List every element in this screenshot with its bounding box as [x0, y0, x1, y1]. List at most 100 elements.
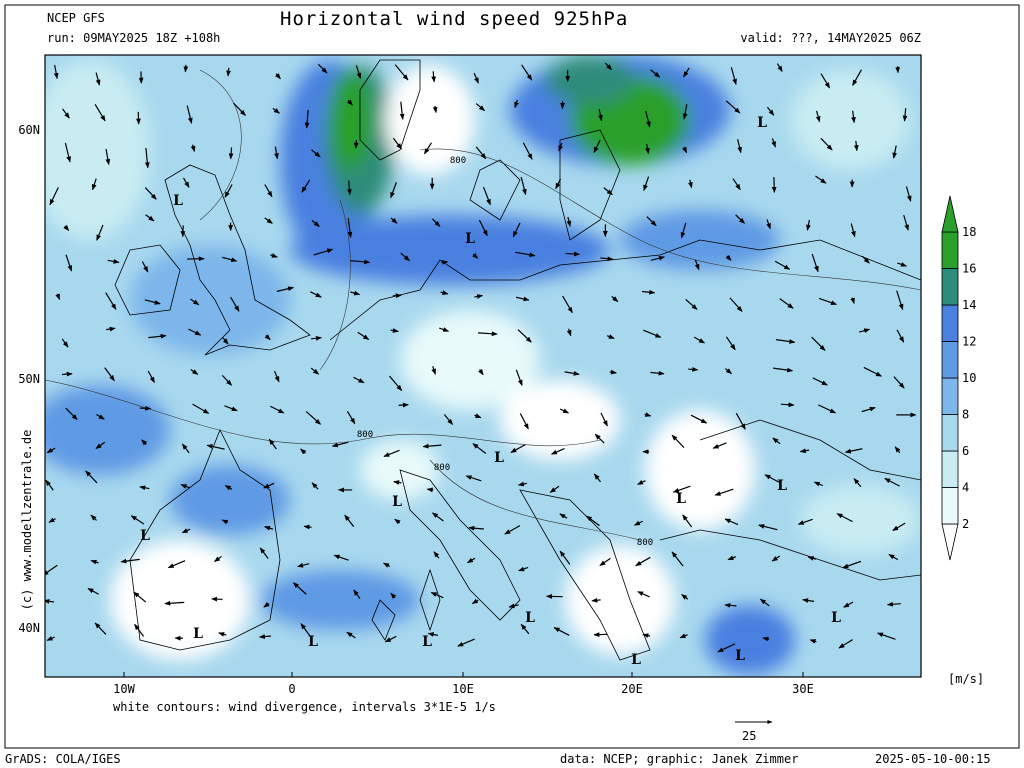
low-label: L [392, 494, 402, 510]
wind-arrow [440, 290, 449, 295]
wind-arrow [206, 444, 225, 450]
wind-arrow [650, 370, 665, 376]
wind-arrow [645, 111, 651, 128]
wind-arrow [224, 405, 238, 412]
contour-label: 800 [637, 538, 653, 548]
color-bar-label: 12 [962, 335, 976, 349]
wind-arrow [430, 591, 444, 599]
wind-arrow [477, 331, 498, 337]
wind-arrow [646, 216, 657, 227]
wind-arrow [467, 557, 476, 564]
wind-arrow [96, 224, 104, 241]
timestamp: 2025-05-10-00:15 [875, 752, 991, 766]
wind-arrow [465, 475, 482, 482]
wind-arrow [432, 105, 438, 114]
wind-arrow [394, 518, 401, 525]
wind-arrow [228, 147, 234, 160]
wind-arrow [105, 292, 117, 310]
wind-arrow [107, 259, 120, 264]
wind-arrow [515, 251, 536, 258]
wind-arrow [888, 553, 899, 561]
geopotential-contours [45, 69, 921, 541]
wind-arrow [264, 184, 273, 198]
wind-arrow [779, 298, 794, 309]
color-bar-label: 6 [962, 444, 969, 458]
wind-arrow [566, 328, 572, 337]
wind-arrow [604, 62, 612, 71]
wind-arrow [550, 448, 565, 455]
wind-arrow [383, 449, 400, 457]
wind-arrow [806, 219, 811, 231]
wind-arrow [433, 551, 440, 559]
wind-arrow [766, 219, 771, 230]
wind-arrow [817, 404, 836, 414]
wind-arrow [297, 562, 310, 568]
wind-arrow [87, 587, 99, 595]
wind-arrow [517, 481, 527, 487]
wind-arrow [95, 72, 101, 86]
wind-arrow [471, 598, 479, 605]
wind-arrow [884, 477, 900, 487]
wind-arrow [764, 474, 781, 484]
wind-arrow [357, 331, 370, 341]
low-label: L [777, 478, 787, 494]
contour-labels: 800 800 800 800 [357, 156, 653, 548]
wind-arrow [553, 627, 570, 636]
wind-arrow [905, 186, 912, 202]
wind-arrow [63, 224, 70, 232]
wind-arrow [641, 289, 656, 295]
wind-arrow [813, 481, 824, 487]
wind-arrow [515, 369, 523, 386]
wind-arrow [473, 72, 479, 84]
wind-arrow [61, 338, 69, 348]
wind-arrow [861, 255, 870, 264]
wind-arrow [310, 367, 320, 375]
wind-arrow [633, 520, 643, 526]
wind-arrow [94, 104, 106, 122]
coastlines [114, 59, 921, 661]
wind-arrow [766, 106, 775, 116]
color-bar-label: 8 [962, 408, 969, 422]
wind-arrow [222, 337, 229, 345]
wind-arrow [264, 217, 273, 224]
wind-arrow [799, 448, 810, 454]
wind-arrow [645, 144, 650, 155]
wind-arrow [472, 252, 479, 259]
wind-arrow [683, 67, 690, 78]
wind-arrow [390, 592, 397, 599]
wind-arrow [148, 333, 167, 339]
wind-arrow [305, 411, 321, 425]
wind-arrow [599, 557, 611, 567]
wind-arrow [690, 414, 708, 424]
run-label: run: 09MAY2025 18Z +108h [47, 31, 220, 45]
wind-arrow [564, 370, 580, 376]
wind-arrow [609, 369, 617, 375]
wind-arrow [851, 110, 856, 124]
wind-arrow [637, 479, 646, 486]
wind-arrow [852, 69, 862, 86]
wind-arrow [264, 334, 271, 341]
wind-arrow [549, 485, 560, 493]
wind-arrow [164, 600, 185, 606]
wind-arrow [45, 479, 54, 491]
longitude-labels: 10W 0 10E 20E 30E [113, 672, 814, 696]
wind-arrow [224, 485, 233, 491]
wind-arrow [844, 448, 863, 454]
wind-arrow [301, 179, 311, 193]
wind-arrow [759, 598, 770, 607]
map-frame [44, 54, 922, 678]
valid-label: valid: ???, 14MAY2025 06Z [740, 31, 921, 45]
wind-arrow [144, 187, 157, 200]
wind-arrow [276, 286, 295, 292]
wind-arrows [45, 62, 917, 653]
wind-arrow [724, 602, 737, 608]
wind-arrow [858, 328, 871, 334]
wind-arrow [712, 442, 727, 449]
wind-arrow [771, 555, 781, 562]
wind-arrow [233, 102, 246, 116]
wind-arrow [732, 178, 741, 191]
wind-arrow [903, 214, 909, 231]
map-title: Horizontal wind speed 925hPa [280, 8, 628, 30]
color-bar-box [941, 487, 959, 525]
wind-arrow [680, 222, 687, 239]
